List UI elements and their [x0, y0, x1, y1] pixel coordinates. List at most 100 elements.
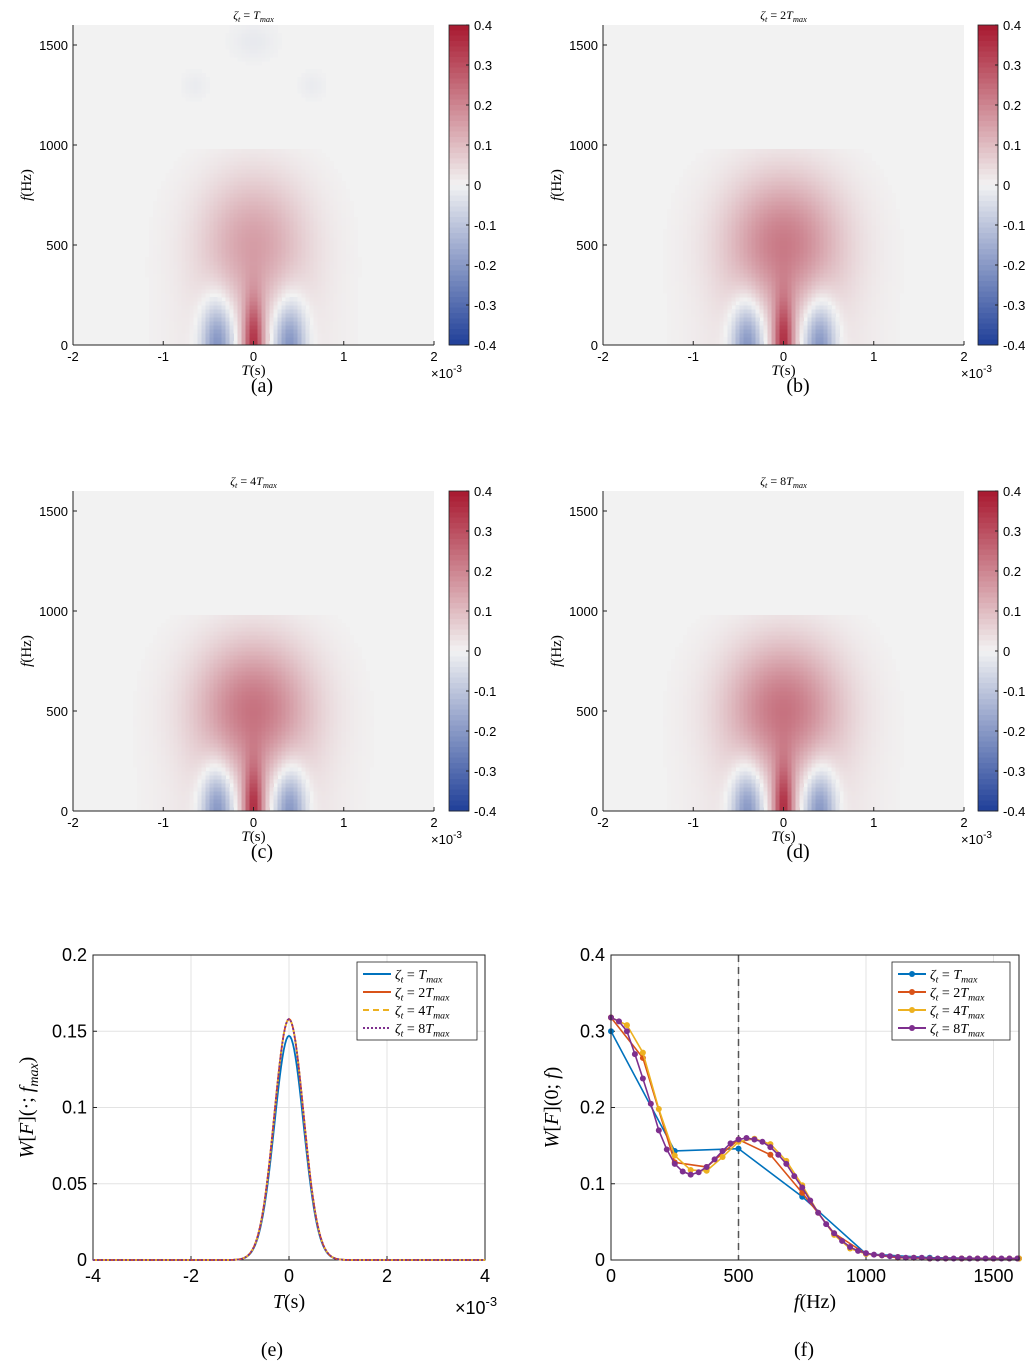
- heatmap-cell: [747, 289, 752, 294]
- heatmap-cell: [173, 261, 178, 266]
- heatmap-cell: [273, 249, 278, 254]
- heatmap-cell: [851, 297, 857, 302]
- heatmap-cell: [153, 245, 158, 250]
- heatmap-cell: [803, 289, 808, 294]
- heatmap-cell: [313, 149, 319, 154]
- heatmap-cell: [241, 209, 246, 214]
- heatmap-cell: [795, 201, 800, 206]
- heatmap-cell: [803, 329, 808, 334]
- heatmap-cell: [333, 305, 339, 310]
- heatmap-cell: [353, 221, 359, 226]
- heatmap-cell: [349, 233, 355, 238]
- heatmap-cell: [201, 241, 206, 246]
- heatmap-cell: [317, 213, 323, 218]
- heatmap-cell: [823, 261, 829, 266]
- heatmap-cell: [217, 149, 222, 154]
- heatmap-cell: [715, 201, 720, 206]
- heatmap-cell: [337, 301, 343, 306]
- heatmap-cell: [253, 161, 258, 166]
- heatmap-cell: [313, 241, 319, 246]
- heatmap-cell: [795, 329, 800, 334]
- heatmap-cell: [691, 213, 696, 218]
- heatmap-cell: [189, 157, 194, 162]
- heatmap-cell: [269, 181, 274, 186]
- heatmap-cell: [719, 281, 724, 286]
- heatmap-cell: [325, 189, 331, 194]
- heatmap-cell: [261, 293, 266, 298]
- heatmap-cell: [217, 293, 222, 298]
- heatmap-cell: [341, 325, 347, 330]
- heatmap-cell: [703, 173, 708, 178]
- heatmap-cell: [201, 261, 206, 266]
- heatmap-cell: [309, 325, 315, 330]
- heatmap-cell: [321, 237, 327, 242]
- heatmap-cell: [225, 317, 230, 322]
- heatmap-cell: [181, 301, 186, 306]
- heatmap-cell: [177, 209, 182, 214]
- heatmap-cell: [257, 221, 262, 226]
- heatmap-cell: [149, 313, 154, 318]
- heatmap-cell: [249, 153, 254, 158]
- heatmap-cell: [719, 229, 724, 234]
- heatmap-cell: [771, 301, 776, 306]
- heatmap-cell: [333, 205, 339, 210]
- heatmap-cell: [233, 241, 238, 246]
- heatmap-cell: [281, 305, 286, 310]
- heatmap-cell: [851, 225, 857, 230]
- heatmap-cell: [775, 333, 780, 338]
- heatmap-cell: [795, 333, 800, 338]
- heatmap-cell: [213, 165, 218, 170]
- heatmap-cell: [795, 249, 800, 254]
- heatmap-cell: [157, 249, 162, 254]
- heatmap-cell: [735, 269, 740, 274]
- heatmap-cell: [671, 333, 676, 338]
- heatmap-cell: [775, 253, 780, 258]
- heatmap-cell: [353, 269, 359, 274]
- heatmap-cell: [313, 181, 319, 186]
- heatmap-cell: [341, 229, 347, 234]
- heatmap-cell: [353, 301, 359, 306]
- heatmap-cell: [803, 193, 808, 198]
- heatmap-cell: [843, 229, 849, 234]
- heatmap-cell: [353, 313, 359, 318]
- heatmap-cell: [771, 281, 776, 286]
- heatmap-cell: [795, 245, 800, 250]
- heatmap-cell: [217, 153, 222, 158]
- heatmap-cell: [803, 257, 808, 262]
- heatmap-cell: [217, 245, 222, 250]
- heatmap-cell: [341, 321, 347, 326]
- heatmap-cell: [173, 201, 178, 206]
- heatmap-cell: [241, 33, 246, 38]
- heatmap-cell: [293, 313, 299, 318]
- heatmap-cell: [261, 233, 266, 238]
- heatmap-cell: [843, 253, 849, 258]
- heatmap-cell: [253, 257, 258, 262]
- heatmap-cell: [245, 337, 250, 342]
- heatmap-cell: [839, 277, 845, 282]
- heatmap-cell: [273, 193, 278, 198]
- heatmap-cell: [675, 317, 680, 322]
- heatmap-cell: [245, 237, 250, 242]
- heatmap-cell: [735, 285, 740, 290]
- heatmap-cell: [711, 317, 716, 322]
- heatmap-cell: [261, 237, 266, 242]
- heatmap-cell: [775, 305, 780, 310]
- heatmap-cell: [819, 217, 825, 222]
- heatmap-cell: [305, 157, 311, 162]
- heatmap-cell: [221, 257, 226, 262]
- heatmap-cell: [771, 305, 776, 310]
- heatmap-cell: [727, 169, 732, 174]
- heatmap-cell: [353, 257, 359, 262]
- heatmap-cell: [189, 301, 194, 306]
- heatmap-cell: [751, 337, 756, 342]
- heatmap-cell: [751, 201, 756, 206]
- heatmap-cell: [309, 73, 315, 78]
- heatmap-cell: [197, 85, 202, 90]
- heatmap-cell: [209, 157, 214, 162]
- heatmap-cell: [337, 281, 343, 286]
- heatmap-cell: [827, 169, 833, 174]
- heatmap-cell: [229, 221, 234, 226]
- heatmap-cell: [695, 305, 700, 310]
- heatmap-cell: [325, 301, 331, 306]
- heatmap-cell: [767, 177, 772, 182]
